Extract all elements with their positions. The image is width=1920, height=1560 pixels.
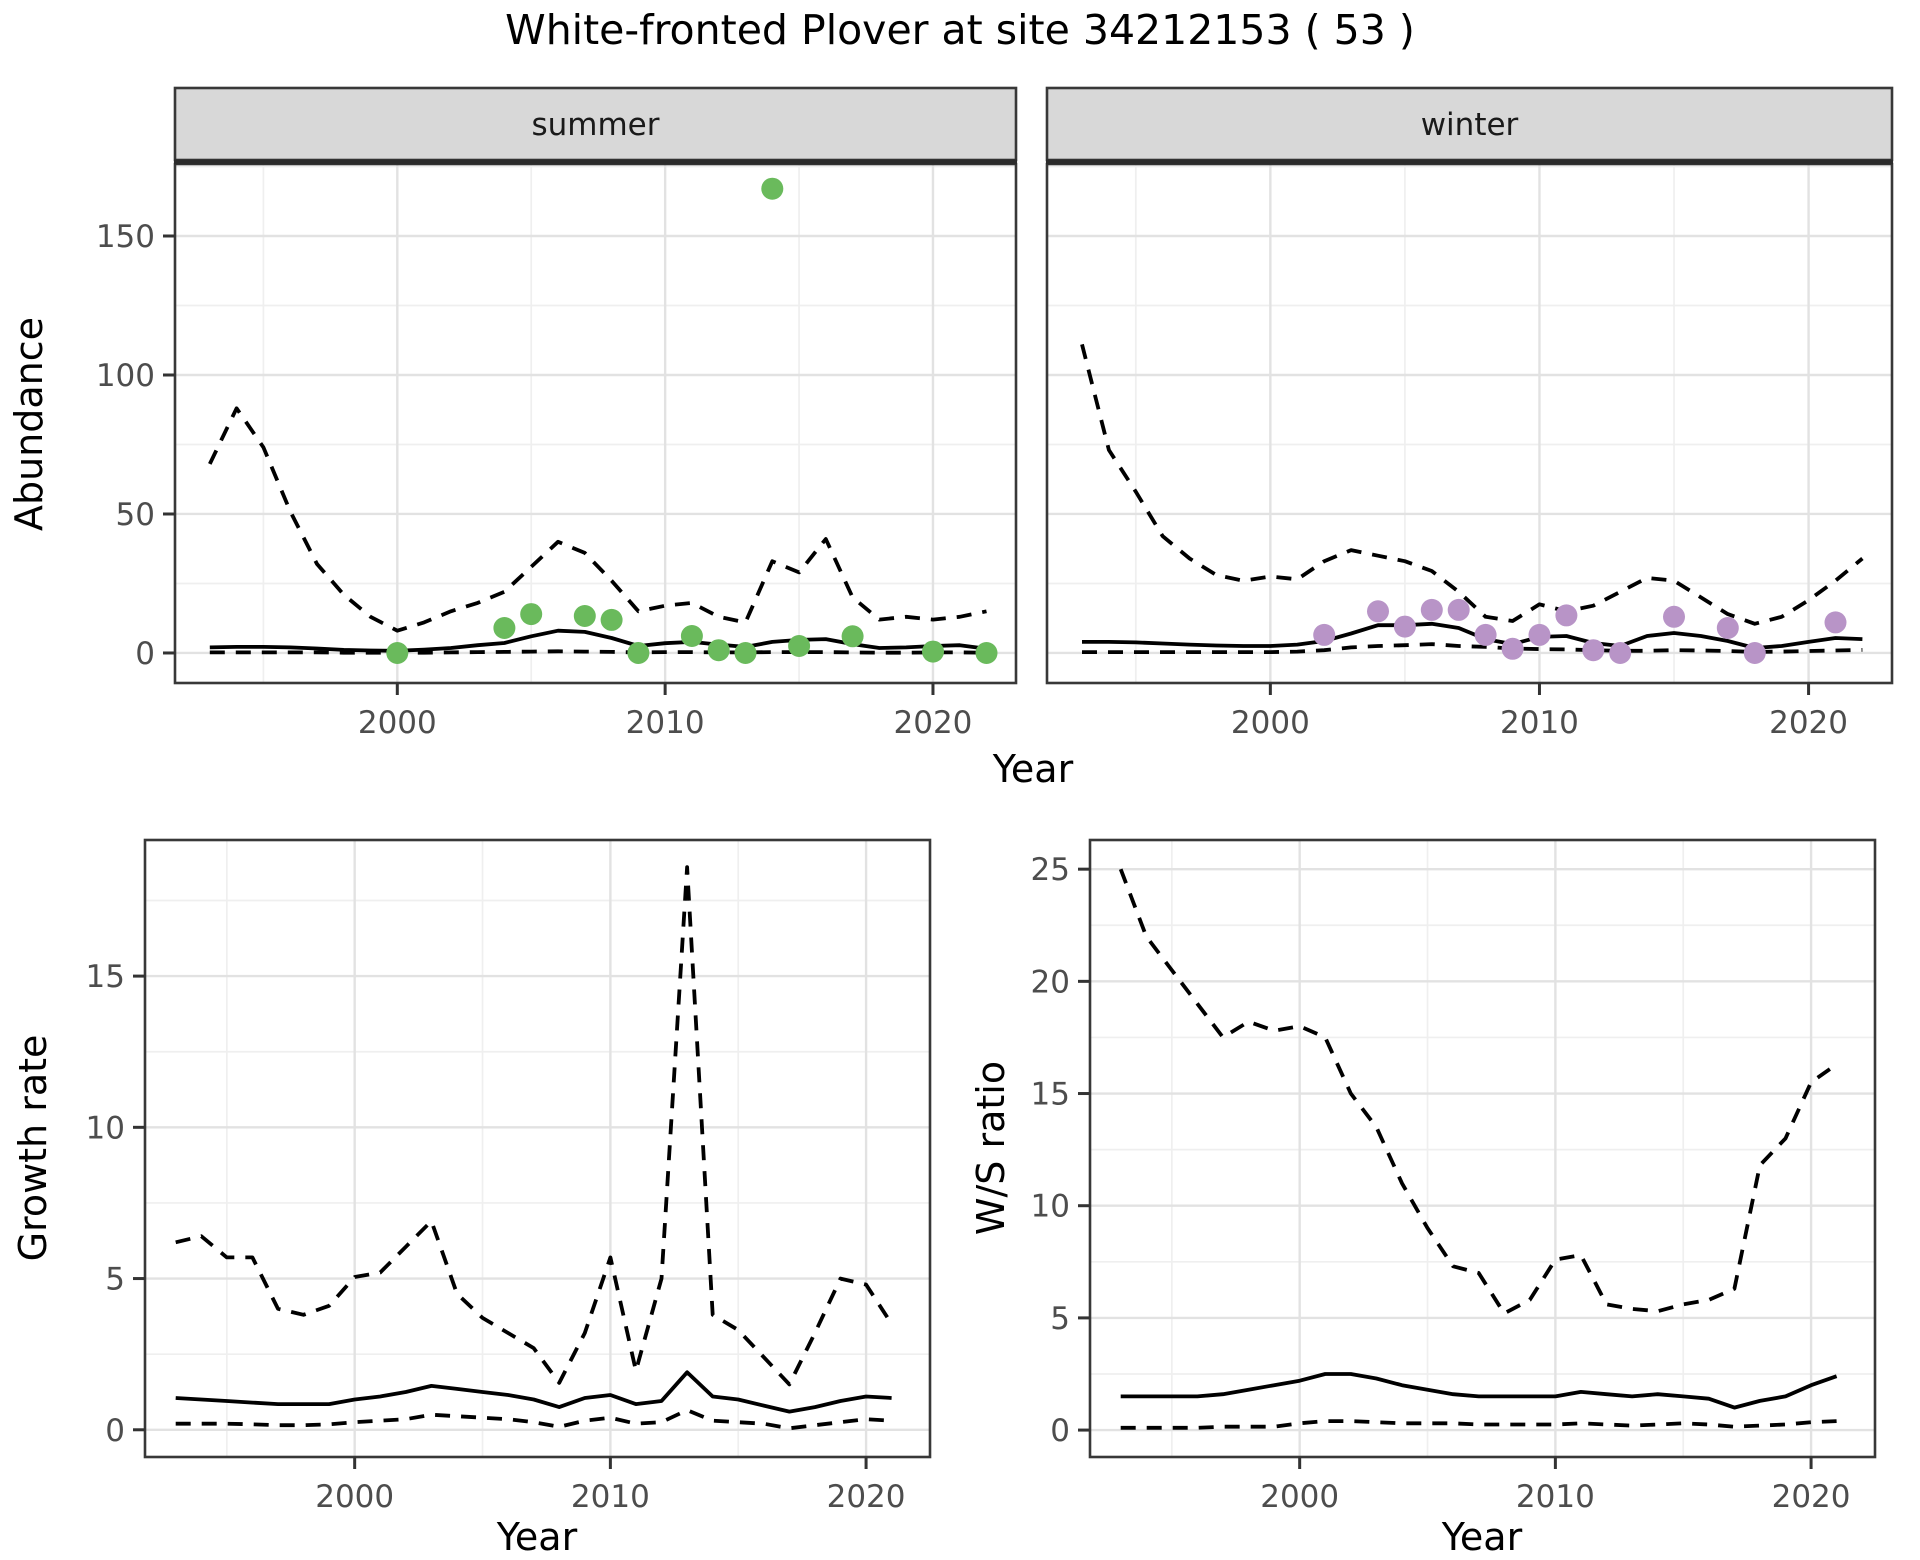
ws-major-gridlines — [1090, 840, 1875, 1457]
growth-panel-border — [143, 838, 932, 1459]
summer-minor-gridlines — [175, 164, 1016, 683]
summer-point — [975, 642, 998, 664]
ws-y-tick-label: 20 — [1031, 964, 1070, 1000]
winter-point — [1582, 639, 1605, 662]
winter-series-group — [1080, 343, 1864, 664]
ws-x-tick-label: 2010 — [1516, 1479, 1595, 1515]
ws-y-tick-label: 10 — [1031, 1189, 1070, 1225]
growth-lower_ci-line — [175, 1408, 892, 1431]
winter-point — [1367, 600, 1389, 623]
winter-mean-line — [1082, 621, 1863, 650]
ws-mean-line — [1120, 1372, 1838, 1410]
ws-y-tick-label: 5 — [1050, 1301, 1070, 1337]
summer-point — [788, 635, 811, 657]
winter-point — [1743, 642, 1766, 664]
summer-x-tick-label: 2020 — [894, 705, 973, 741]
summer-x-tick-label: 2000 — [358, 705, 437, 741]
summer-point — [680, 625, 703, 647]
summer-point — [520, 603, 543, 626]
panel-ws: 2000 2010 2020 0 5 10 15 20 25 — [1031, 838, 1877, 1515]
winter-point — [1555, 604, 1578, 627]
panel-winter: winter 2000 2010 2020 — [1045, 86, 1894, 741]
growth-x-tick-label: 2000 — [315, 1479, 394, 1515]
summer-point — [761, 177, 784, 200]
ws-panel-border — [1088, 838, 1877, 1459]
winter-point — [1393, 615, 1416, 638]
winter-major-gridlines — [1047, 164, 1892, 683]
winter-point — [1824, 611, 1847, 634]
summer-point — [841, 625, 864, 648]
winter-panel-background — [1047, 164, 1892, 683]
summer-point — [707, 639, 730, 662]
summer-series-group — [208, 177, 998, 664]
growth-series-group — [175, 865, 894, 1431]
summer-x-tick-label: 2010 — [626, 705, 705, 741]
winter-point — [1420, 598, 1443, 621]
winter-point — [1313, 623, 1336, 646]
winter-lower_ci-line — [1082, 642, 1863, 654]
summer-panel-background — [175, 164, 1016, 683]
growth-y-tick-label: 15 — [86, 959, 125, 995]
chart-title: White-fronted Plover at site 34212153 ( … — [505, 6, 1415, 54]
ws-series-group — [1118, 868, 1838, 1430]
growth-year-axis-title: Year — [496, 1515, 578, 1559]
summer-y-tick-label: 100 — [96, 358, 155, 394]
summer-y-tick-label: 150 — [96, 219, 155, 255]
growth-x-tick-label: 2020 — [827, 1479, 906, 1515]
ws-panel-background — [1090, 840, 1875, 1457]
winter-point — [1501, 637, 1524, 660]
growth-x-tick-label: 2010 — [571, 1479, 650, 1515]
ws-ratio-axis-title: W/S ratio — [969, 1061, 1013, 1235]
panel-summer: summer 2000 2010 2020 0 50 100 150 — [96, 86, 1018, 741]
ws-y-tick-label: 25 — [1031, 852, 1070, 888]
summer-strip-label: summer — [531, 107, 659, 143]
summer-upper_ci-line — [208, 406, 987, 633]
summer-y-tick-label: 0 — [135, 636, 155, 672]
winter-strip-label: winter — [1421, 107, 1519, 143]
abundance-axis-title: Abundance — [7, 317, 51, 531]
winter-point — [1609, 642, 1632, 664]
winter-point — [1716, 617, 1739, 639]
winter-point — [1663, 605, 1685, 628]
growth-y-tick-label: 5 — [105, 1262, 125, 1298]
summer-facet-strip — [173, 86, 1018, 162]
winter-x-tick-label: 2010 — [1500, 705, 1579, 741]
winter-upper_ci-line — [1080, 343, 1864, 626]
summer-point — [600, 608, 623, 631]
summer-observation-points — [386, 177, 998, 664]
summer-point — [386, 642, 409, 664]
summer-point — [493, 617, 516, 639]
summer-point — [734, 642, 757, 664]
growth-y-tick-label: 10 — [86, 1110, 125, 1146]
growth-rate-axis-title: Growth rate — [11, 1035, 55, 1262]
summer-y-tick-label: 50 — [116, 497, 155, 533]
growth-y-tick-label: 0 — [105, 1413, 125, 1449]
ws-x-tick-label: 2020 — [1772, 1479, 1851, 1515]
panel-growth: 2000 2010 2020 0 5 10 15 — [86, 838, 932, 1515]
summer-point — [627, 642, 650, 664]
winter-point — [1447, 598, 1470, 621]
ws-y-tick-label: 0 — [1050, 1413, 1070, 1449]
winter-observation-points — [1313, 598, 1847, 664]
winter-point — [1474, 623, 1497, 646]
growth-major-gridlines — [145, 840, 930, 1457]
growth-mean-line — [175, 1370, 892, 1414]
ws-minor-gridlines — [1090, 840, 1875, 1457]
growth-panel-background — [145, 840, 930, 1457]
top-year-axis-title: Year — [992, 747, 1074, 791]
summer-point — [573, 605, 596, 627]
ws-x-tick-label: 2000 — [1260, 1479, 1339, 1515]
ws-year-axis-title: Year — [1441, 1515, 1523, 1559]
growth-upper_ci-line — [175, 865, 894, 1387]
winter-minor-gridlines — [1047, 164, 1892, 683]
ws-upper_ci-line — [1118, 868, 1838, 1316]
winter-x-tick-label: 2020 — [1769, 705, 1848, 741]
growth-minor-gridlines — [145, 840, 930, 1457]
winter-x-tick-label: 2000 — [1231, 705, 1310, 741]
summer-point — [922, 640, 944, 663]
winter-point — [1528, 623, 1551, 646]
ws-y-tick-label: 15 — [1031, 1077, 1070, 1113]
